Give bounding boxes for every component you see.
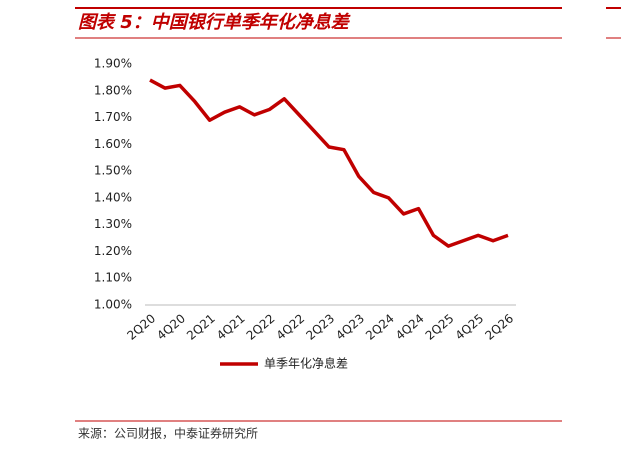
y-tick-label: 1.00%	[94, 298, 132, 312]
x-tick-label: 2Q21	[184, 311, 218, 343]
y-tick-label: 1.80%	[94, 83, 132, 97]
x-tick-label: 4Q24	[393, 311, 427, 343]
x-tick-label: 2Q23	[303, 311, 337, 343]
x-tick-label: 2Q22	[244, 311, 278, 343]
y-tick-label: 1.30%	[94, 217, 132, 231]
data-line	[149, 78, 509, 248]
y-tick-label: 1.60%	[94, 137, 132, 151]
y-tick-label: 1.50%	[94, 164, 132, 178]
x-tick-label: 2Q25	[423, 311, 457, 343]
x-tick-label: 4Q20	[154, 311, 188, 343]
x-tick-label: 2Q24	[363, 311, 397, 343]
x-tick-label: 2Q20	[124, 311, 158, 343]
y-tick-label: 1.70%	[94, 110, 132, 124]
x-tick-label: 2Q26	[482, 311, 516, 343]
y-tick-label: 1.10%	[94, 271, 132, 285]
x-tick-label: 4Q21	[214, 311, 248, 343]
y-tick-label: 1.90%	[94, 57, 132, 71]
y-tick-label: 1.40%	[94, 190, 132, 204]
x-tick-label: 4Q25	[453, 311, 487, 343]
chart-title: 图表 5：中国银行单季年化净息差	[78, 12, 351, 33]
legend-label: 单季年化净息差	[264, 356, 348, 371]
source-note: 来源：公司财报，中泰证券研究所	[78, 426, 258, 441]
y-tick-label: 1.20%	[94, 244, 132, 258]
x-tick-label: 4Q22	[274, 311, 308, 343]
x-tick-label: 4Q23	[333, 311, 367, 343]
